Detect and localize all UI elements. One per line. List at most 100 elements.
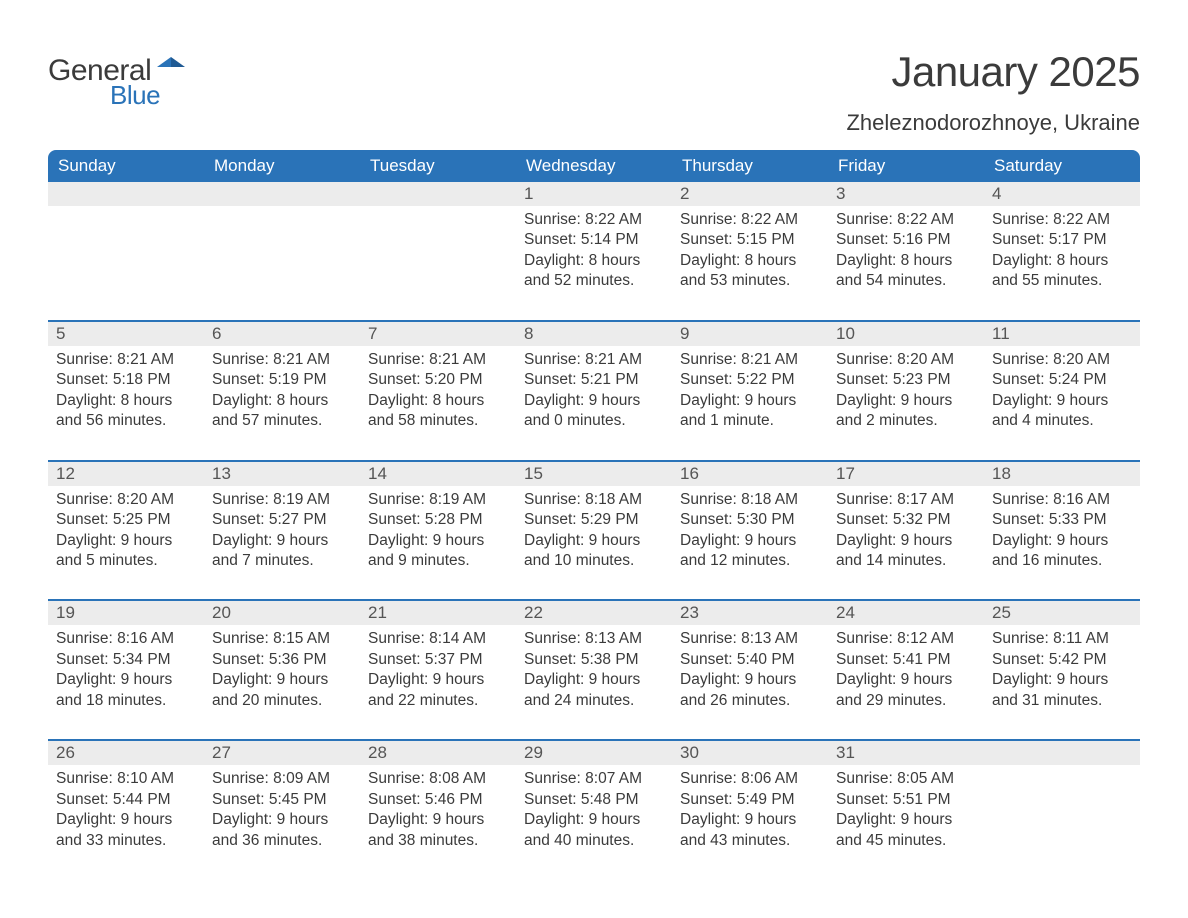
calendar-day-cell: 14Sunrise: 8:19 AMSunset: 5:28 PMDayligh… (360, 462, 516, 600)
sunrise-text: Sunrise: 8:20 AM (836, 350, 976, 370)
sunrise-text: Sunrise: 8:21 AM (524, 350, 664, 370)
daylight2-text: and 16 minutes. (992, 551, 1132, 571)
sunrise-text: Sunrise: 8:17 AM (836, 490, 976, 510)
sunset-text: Sunset: 5:46 PM (368, 790, 508, 810)
sunrise-text: Sunrise: 8:16 AM (992, 490, 1132, 510)
date-row: 13 (204, 462, 360, 486)
daylight2-text: and 12 minutes. (680, 551, 820, 571)
daylight1-text: Daylight: 9 hours (368, 531, 508, 551)
day-header-row: Sunday Monday Tuesday Wednesday Thursday… (48, 150, 1140, 182)
daylight2-text: and 56 minutes. (56, 411, 196, 431)
sunset-text: Sunset: 5:48 PM (524, 790, 664, 810)
date-number: 17 (836, 464, 855, 483)
date-number: 21 (368, 603, 387, 622)
sunset-text: Sunset: 5:15 PM (680, 230, 820, 250)
calendar-day-cell (984, 741, 1140, 879)
sunrise-text: Sunrise: 8:20 AM (992, 350, 1132, 370)
daylight1-text: Daylight: 9 hours (992, 531, 1132, 551)
date-number: 5 (56, 324, 65, 343)
date-number: 3 (836, 184, 845, 203)
date-row: 5 (48, 322, 204, 346)
sunset-text: Sunset: 5:24 PM (992, 370, 1132, 390)
sunset-text: Sunset: 5:22 PM (680, 370, 820, 390)
date-number: 27 (212, 743, 231, 762)
date-row: 7 (360, 322, 516, 346)
date-number: 18 (992, 464, 1011, 483)
calendar-day-cell (360, 182, 516, 320)
daylight1-text: Daylight: 9 hours (992, 391, 1132, 411)
daylight2-text: and 52 minutes. (524, 271, 664, 291)
sunset-text: Sunset: 5:41 PM (836, 650, 976, 670)
sunrise-text: Sunrise: 8:15 AM (212, 629, 352, 649)
date-row: 6 (204, 322, 360, 346)
sunrise-text: Sunrise: 8:11 AM (992, 629, 1132, 649)
calendar-day-cell: 11Sunrise: 8:20 AMSunset: 5:24 PMDayligh… (984, 322, 1140, 460)
sunrise-text: Sunrise: 8:21 AM (368, 350, 508, 370)
daylight1-text: Daylight: 9 hours (680, 810, 820, 830)
calendar-day-cell: 7Sunrise: 8:21 AMSunset: 5:20 PMDaylight… (360, 322, 516, 460)
daylight1-text: Daylight: 8 hours (992, 251, 1132, 271)
sunrise-text: Sunrise: 8:16 AM (56, 629, 196, 649)
daylight1-text: Daylight: 9 hours (56, 670, 196, 690)
date-row: 17 (828, 462, 984, 486)
sunrise-text: Sunrise: 8:18 AM (524, 490, 664, 510)
sunrise-text: Sunrise: 8:19 AM (368, 490, 508, 510)
calendar-day-cell: 20Sunrise: 8:15 AMSunset: 5:36 PMDayligh… (204, 601, 360, 739)
sunrise-text: Sunrise: 8:21 AM (56, 350, 196, 370)
daylight2-text: and 58 minutes. (368, 411, 508, 431)
date-row: 22 (516, 601, 672, 625)
daylight1-text: Daylight: 9 hours (56, 810, 196, 830)
sunset-text: Sunset: 5:14 PM (524, 230, 664, 250)
daylight2-text: and 24 minutes. (524, 691, 664, 711)
calendar-day-cell: 8Sunrise: 8:21 AMSunset: 5:21 PMDaylight… (516, 322, 672, 460)
daylight1-text: Daylight: 8 hours (368, 391, 508, 411)
daylight2-text: and 26 minutes. (680, 691, 820, 711)
date-number: 7 (368, 324, 377, 343)
daylight1-text: Daylight: 9 hours (992, 670, 1132, 690)
date-row: 19 (48, 601, 204, 625)
date-row: 3 (828, 182, 984, 206)
date-row: 29 (516, 741, 672, 765)
calendar-day-cell: 21Sunrise: 8:14 AMSunset: 5:37 PMDayligh… (360, 601, 516, 739)
date-number: 22 (524, 603, 543, 622)
date-number: 23 (680, 603, 699, 622)
day-header-saturday: Saturday (984, 150, 1140, 182)
calendar-day-cell: 29Sunrise: 8:07 AMSunset: 5:48 PMDayligh… (516, 741, 672, 879)
daylight2-text: and 1 minute. (680, 411, 820, 431)
date-number: 31 (836, 743, 855, 762)
daylight1-text: Daylight: 9 hours (212, 810, 352, 830)
sunset-text: Sunset: 5:21 PM (524, 370, 664, 390)
date-row: 10 (828, 322, 984, 346)
sunset-text: Sunset: 5:28 PM (368, 510, 508, 530)
sunrise-text: Sunrise: 8:13 AM (680, 629, 820, 649)
weeks-container: 1 Sunrise: 8:22 AMSunset: 5:14 PM Daylight… (48, 182, 1140, 879)
daylight1-text: Daylight: 8 hours (836, 251, 976, 271)
sunset-text: Sunset: 5:32 PM (836, 510, 976, 530)
page-header: General Blue January 2025 Zheleznodorozh… (48, 48, 1140, 136)
date-row: 1 (516, 182, 672, 206)
date-row: 26 (48, 741, 204, 765)
location-label: Zheleznodorozhnoye, Ukraine (846, 110, 1140, 136)
daylight1-text: Daylight: 9 hours (680, 391, 820, 411)
daylight1-text: Daylight: 9 hours (836, 531, 976, 551)
date-row: 16 (672, 462, 828, 486)
calendar-day-cell: 30Sunrise: 8:06 AMSunset: 5:49 PMDayligh… (672, 741, 828, 879)
daylight1-text: Daylight: 9 hours (368, 810, 508, 830)
date-number: 19 (56, 603, 75, 622)
date-number: 24 (836, 603, 855, 622)
daylight1-text: Daylight: 9 hours (524, 810, 664, 830)
date-number: 2 (680, 184, 689, 203)
logo: General Blue (48, 54, 185, 111)
calendar-day-cell: 31Sunrise: 8:05 AMSunset: 5:51 PMDayligh… (828, 741, 984, 879)
calendar-day-cell: 12Sunrise: 8:20 AMSunset: 5:25 PMDayligh… (48, 462, 204, 600)
calendar-week: 1 Sunrise: 8:22 AMSunset: 5:14 PM Daylight… (48, 182, 1140, 320)
sunset-text: Sunset: 5:38 PM (524, 650, 664, 670)
calendar-day-cell: 5Sunrise: 8:21 AMSunset: 5:18 PMDaylight… (48, 322, 204, 460)
date-number: 12 (56, 464, 75, 483)
daylight2-text: and 33 minutes. (56, 831, 196, 851)
calendar-day-cell (204, 182, 360, 320)
sunrise-text: Sunrise: 8:22 AM (524, 210, 664, 230)
sunset-text: Sunset: 5:27 PM (212, 510, 352, 530)
calendar-day-cell: 3Sunrise: 8:22 AMSunset: 5:16 PMDaylight… (828, 182, 984, 320)
sunrise-text: Sunrise: 8:18 AM (680, 490, 820, 510)
